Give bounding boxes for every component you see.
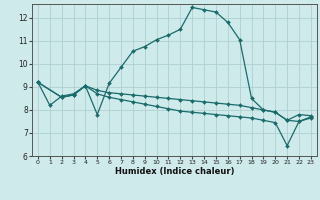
X-axis label: Humidex (Indice chaleur): Humidex (Indice chaleur) [115,167,234,176]
